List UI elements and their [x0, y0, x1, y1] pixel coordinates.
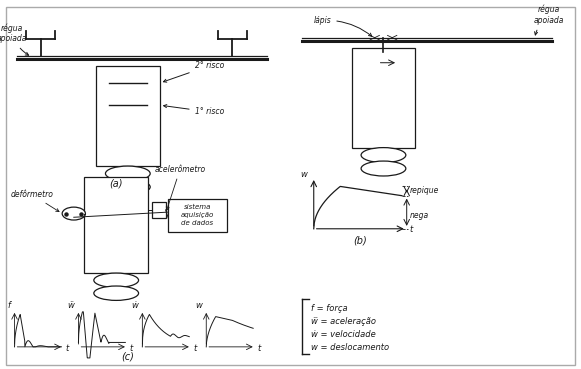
Text: ẅ̇ = aceleração: ẅ̇ = aceleração	[311, 317, 376, 326]
Text: t: t	[66, 344, 69, 353]
Text: w: w	[195, 301, 202, 310]
Text: w: w	[300, 170, 307, 179]
Text: t: t	[193, 344, 197, 353]
Ellipse shape	[106, 179, 150, 194]
Text: f: f	[8, 301, 10, 310]
Text: defôrmetro: defôrmetro	[10, 190, 59, 211]
Text: acelerômetro: acelerômetro	[155, 165, 206, 210]
Bar	[152, 202, 166, 218]
FancyBboxPatch shape	[96, 66, 160, 166]
Text: lápis: lápis	[314, 16, 372, 36]
Ellipse shape	[94, 273, 139, 287]
Ellipse shape	[106, 166, 150, 181]
Text: sistema
aquisição
de dados: sistema aquisição de dados	[181, 204, 214, 227]
Text: t: t	[410, 225, 413, 234]
Ellipse shape	[62, 207, 85, 220]
Ellipse shape	[361, 161, 406, 176]
Text: ẇ: ẇ	[131, 301, 138, 310]
Text: repique: repique	[410, 186, 439, 194]
FancyBboxPatch shape	[84, 177, 148, 273]
Text: ẇ = velocidade: ẇ = velocidade	[311, 330, 375, 339]
FancyBboxPatch shape	[352, 48, 415, 148]
Text: 1° risco: 1° risco	[164, 104, 224, 116]
Text: ẅ: ẅ	[67, 301, 74, 310]
Text: (b): (b)	[353, 235, 367, 245]
Text: w = deslocamento: w = deslocamento	[311, 344, 389, 352]
Ellipse shape	[361, 148, 406, 162]
Text: nega: nega	[410, 211, 429, 220]
Text: t: t	[130, 344, 133, 353]
Text: régua
apoiada: régua apoiada	[0, 23, 28, 55]
Text: t: t	[257, 344, 261, 353]
Text: (c): (c)	[121, 352, 134, 362]
Text: f = força: f = força	[311, 304, 347, 313]
Bar	[168, 199, 227, 232]
Ellipse shape	[94, 286, 139, 300]
Text: régua
apoiada: régua apoiada	[534, 5, 564, 35]
Text: 2° risco: 2° risco	[163, 61, 224, 82]
Text: (a): (a)	[109, 178, 123, 188]
